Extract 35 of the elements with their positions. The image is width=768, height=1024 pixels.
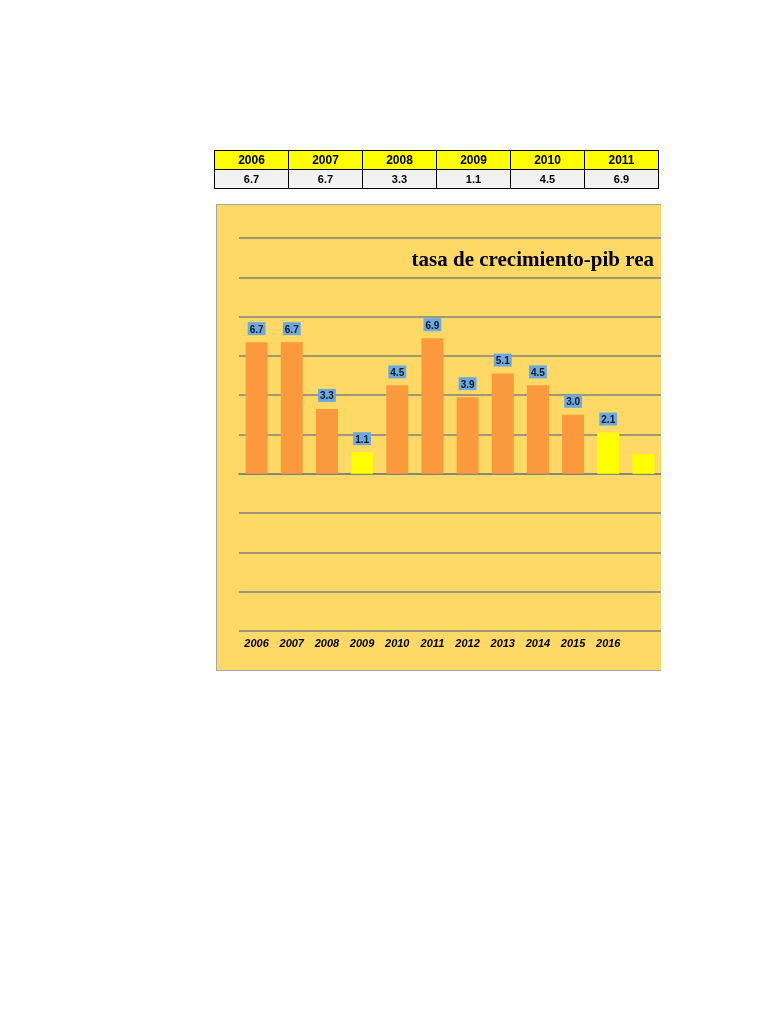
data-label: 6.7 xyxy=(249,323,264,335)
x-tick-label: 2007 xyxy=(278,636,305,649)
text: 6.7 xyxy=(243,173,260,185)
x-tick-label: 2006 xyxy=(243,636,270,649)
category-label: 2006 xyxy=(238,153,265,167)
text: 4.5 xyxy=(539,173,556,185)
chart-title: tasa de crecimiento-pib rea xyxy=(411,246,655,271)
data-label: 4.5 xyxy=(390,366,405,378)
data-label: 6.9 xyxy=(425,319,440,331)
x-tick-label: 2009 xyxy=(348,636,376,649)
category-label: 2009 xyxy=(460,153,487,167)
x-tick-label: 2008 xyxy=(313,636,341,649)
category-label: 2008 xyxy=(386,153,413,167)
data-label: 3.0 xyxy=(566,396,581,408)
data-label: 6.7 xyxy=(284,323,300,335)
x-tick-label: 2013 xyxy=(489,636,515,649)
text: 3.3 xyxy=(391,173,408,185)
data-label: 2.1 xyxy=(601,414,616,426)
x-tick-label: 2010 xyxy=(384,636,411,649)
data-label: 4.5 xyxy=(530,366,546,378)
text: 6.7 xyxy=(317,173,334,185)
x-tick-label: 2014 xyxy=(524,636,551,649)
data-label: 5.1 xyxy=(495,355,511,367)
text: 6.9 xyxy=(613,173,630,185)
x-tick-label: 2012 xyxy=(454,636,480,649)
category-label: 2011 xyxy=(608,153,635,167)
x-tick-label: 2011 xyxy=(419,636,445,649)
text: 1.1 xyxy=(465,173,482,185)
category-label: 2010 xyxy=(534,153,561,167)
category-label: 2007 xyxy=(312,153,339,167)
data-label: 3.9 xyxy=(460,378,475,390)
x-tick-label: 2016 xyxy=(595,636,622,649)
data-label: 3.3 xyxy=(319,390,335,402)
data-label: 1.1 xyxy=(355,433,370,445)
x-tick-label: 2015 xyxy=(559,636,587,649)
